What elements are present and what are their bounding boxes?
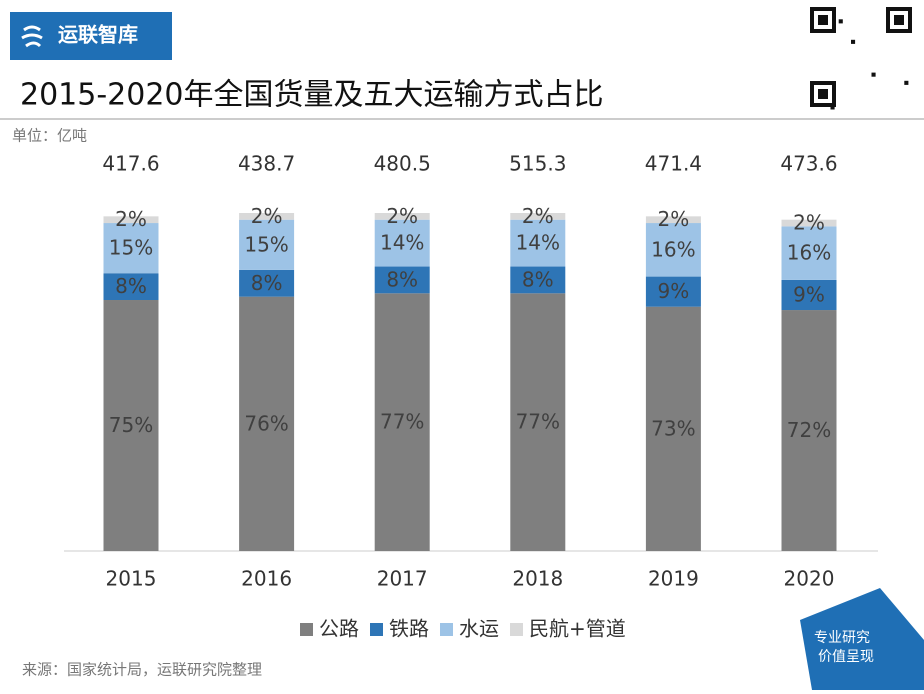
bar-segment xyxy=(645,306,701,551)
bar-segment xyxy=(781,226,837,280)
badge-text: 专业研究 xyxy=(814,630,870,646)
value-label: 76% xyxy=(244,411,288,435)
value-label: 14% xyxy=(516,231,560,255)
bar-segment xyxy=(781,279,837,311)
value-label: 2% xyxy=(115,207,147,231)
bar-segment xyxy=(510,266,566,294)
total-label: 515.3 xyxy=(509,152,566,176)
bar-segment xyxy=(374,213,430,220)
source: 来源：国家统计局，运联研究院整理 xyxy=(22,661,262,679)
value-label: 8% xyxy=(251,271,283,295)
bar-segment xyxy=(103,223,159,274)
value-label: 2% xyxy=(658,207,690,231)
legend-swatch xyxy=(300,623,313,636)
legend-swatch xyxy=(370,623,383,636)
value-label: 16% xyxy=(651,237,695,261)
value-label: 2% xyxy=(251,204,283,228)
legend-label: 铁路 xyxy=(389,617,429,641)
qr-finder xyxy=(894,15,904,25)
value-label: 15% xyxy=(109,236,153,260)
qr-finder xyxy=(818,15,828,25)
bar-segment xyxy=(645,223,701,277)
value-label: 8% xyxy=(115,274,147,298)
qr-finder xyxy=(818,89,828,99)
bar-segment xyxy=(103,273,159,301)
value-label: 14% xyxy=(380,231,424,255)
legend-label: 水运 xyxy=(459,617,499,641)
chart-title: 2015-2020年全国货量及五大运输方式占比 xyxy=(20,78,604,113)
total-label: 473.6 xyxy=(780,152,837,176)
value-label: 2% xyxy=(522,204,554,228)
qr-cell xyxy=(838,19,843,24)
qr-cell xyxy=(904,80,909,85)
x-tick-label: 2019 xyxy=(648,567,699,591)
bar-segment xyxy=(374,266,430,294)
bar-segment xyxy=(239,296,295,551)
logo-icon xyxy=(21,25,43,48)
bar-segment xyxy=(374,219,430,267)
bar-segment xyxy=(645,216,701,224)
value-label: 9% xyxy=(658,279,690,303)
value-label: 15% xyxy=(244,232,288,256)
bar-segment xyxy=(510,213,566,220)
value-label: 8% xyxy=(522,267,554,291)
x-tick-label: 2017 xyxy=(377,567,428,591)
total-label: 417.6 xyxy=(102,152,159,176)
total-label: 480.5 xyxy=(374,152,431,176)
bar-segment xyxy=(239,213,295,220)
bar-segment xyxy=(510,293,566,551)
value-label: 16% xyxy=(787,241,831,265)
badge xyxy=(800,588,924,690)
bar-segment xyxy=(239,269,295,297)
unit-label: 单位：亿吨 xyxy=(12,127,87,145)
bar-segment xyxy=(103,300,159,551)
legend-swatch xyxy=(440,623,453,636)
badge-text: 价值呈现 xyxy=(818,649,874,665)
bar-segment xyxy=(781,310,837,551)
total-label: 471.4 xyxy=(645,152,702,176)
x-tick-label: 2015 xyxy=(106,567,157,591)
bar-segment xyxy=(103,216,159,224)
x-tick-label: 2016 xyxy=(241,567,292,591)
legend-label: 民航+管道 xyxy=(529,617,626,641)
bar-segment xyxy=(510,219,566,267)
value-label: 8% xyxy=(386,267,418,291)
value-label: 73% xyxy=(651,416,695,440)
value-label: 77% xyxy=(380,410,424,434)
bar-segment xyxy=(781,219,837,227)
logo-text: 运联智库 xyxy=(58,23,138,47)
bar-segment xyxy=(374,293,430,551)
value-label: 75% xyxy=(109,413,153,437)
bar-segment xyxy=(645,276,701,307)
legend-label: 公路 xyxy=(319,617,359,641)
qr-cell xyxy=(871,72,876,77)
qr-code xyxy=(806,4,916,110)
value-label: 72% xyxy=(787,418,831,442)
qr-cell xyxy=(851,39,856,44)
qr-cell xyxy=(830,105,835,110)
x-tick-label: 2018 xyxy=(512,567,563,591)
value-label: 2% xyxy=(793,211,825,235)
x-tick-label: 2020 xyxy=(784,567,835,591)
legend-swatch xyxy=(510,623,523,636)
value-label: 77% xyxy=(516,410,560,434)
value-label: 2% xyxy=(386,204,418,228)
total-label: 438.7 xyxy=(238,152,295,176)
bar-segment xyxy=(239,219,295,270)
value-label: 9% xyxy=(793,282,825,306)
